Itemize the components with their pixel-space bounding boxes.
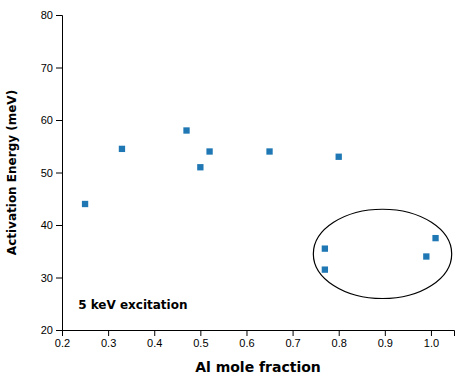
x-tick: 0.7 [285,330,300,349]
y-tick-label: 80 [41,9,53,21]
point [432,235,438,241]
y-tick-label: 30 [41,272,53,284]
x-tick: 0.4 [147,330,162,349]
y-tick: 30 [41,272,62,284]
x-tick-mark [431,330,432,336]
chart: 0.2 0.3 0.4 0.5 0.6 0.7 0.8 0.9 1.0 20 30 40 50 60 70 8… [0,0,474,382]
y-axis: 20 30 40 50 60 70 80 [41,9,63,336]
y-tick-label: 60 [41,114,53,126]
x-tick: 0.3 [101,330,116,349]
x-tick-label: 0.9 [378,337,393,349]
point [336,154,342,160]
x-tick: 0.5 [193,330,208,349]
y-tick-mark [56,225,62,226]
x-tick-mark [154,330,155,336]
y-tick: 70 [41,62,62,74]
y-tick-mark [56,330,62,331]
y-tick-label: 50 [41,167,53,179]
y-tick-mark [56,120,62,121]
x-tick-mark [339,330,340,336]
x-tick-mark [246,330,247,336]
y-tick-label: 70 [41,62,53,74]
x-tick-mark [108,330,109,336]
point [322,245,328,251]
y-tick: 50 [41,167,62,179]
y-tick: 20 [41,324,62,336]
x-tick: 0.9 [378,330,393,349]
x-axis-line [63,331,455,337]
y-tick: 40 [41,219,62,231]
x-tick-label: 0.5 [193,337,208,349]
point [119,146,125,152]
x-tick-label: 0.4 [147,337,162,349]
y-tick-mark [56,173,62,174]
x-tick: 0.6 [239,330,254,349]
x-axis: 0.2 0.3 0.4 0.5 0.6 0.7 0.8 0.9 1.0 [55,330,455,349]
x-tick-mark [200,330,201,336]
y-axis-line [56,16,63,331]
x-axis-title: Al mole fraction [195,359,321,375]
point [82,201,88,207]
x-tick: 0.8 [332,330,347,349]
points [82,127,439,272]
y-tick-label: 40 [41,219,53,231]
y-axis-title: Activation Energy (meV) [5,90,19,255]
x-tick: 1.0 [424,330,439,349]
y-tick: 60 [41,114,62,126]
y-tick-mark [56,278,62,279]
y-tick-mark [56,68,62,69]
x-tick-label: 0.7 [285,337,300,349]
x-tick-label: 0.3 [101,337,116,349]
point [322,266,328,272]
x-tick-label: 1.0 [424,337,439,349]
x-tick-label: 0.6 [239,337,254,349]
point [183,127,189,133]
y-tick: 80 [41,9,62,21]
point [266,148,272,154]
point [197,164,203,170]
x-tick: 0.2 [55,330,70,349]
y-tick-label: 20 [41,324,53,336]
x-tick-label: 0.2 [55,337,70,349]
ellipse [313,209,451,298]
x-tick-mark [293,330,294,336]
annotation: 5 keV excitation [78,298,187,312]
x-tick-label: 0.8 [332,337,347,349]
point [423,253,429,259]
point [206,148,212,154]
x-tick-mark [385,330,386,336]
plot: 0.2 0.3 0.4 0.5 0.6 0.7 0.8 0.9 1.0 20 30 40 50 60 70 8… [41,9,455,349]
y-tick-mark [56,15,62,16]
